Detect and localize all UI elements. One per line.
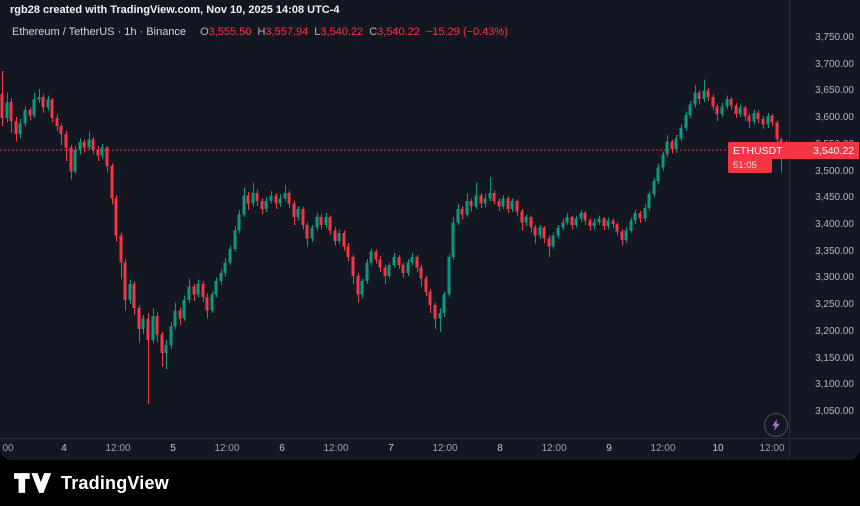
time-tick: 7 bbox=[388, 443, 394, 454]
bar-countdown-label: 51:05 bbox=[728, 159, 772, 174]
time-tick: 12:00 bbox=[650, 443, 676, 454]
price-tick: 3,050.00 bbox=[815, 406, 854, 417]
high-value: 3,557.94 bbox=[265, 26, 309, 38]
low-label: L bbox=[314, 26, 321, 38]
time-tick: 12:00 bbox=[759, 443, 785, 454]
symbol-title[interactable]: Ethereum / TetherUS · 1h · Binance bbox=[12, 26, 187, 38]
price-tick: 3,600.00 bbox=[815, 112, 854, 124]
price-label-value: 3,540.22 bbox=[813, 144, 854, 157]
last-price-label: ETHUSDT 3,540.22 bbox=[728, 142, 859, 160]
price-tick: 3,650.00 bbox=[815, 85, 854, 97]
price-scale[interactable]: 3,750.003,700.003,650.003,600.003,550.00… bbox=[792, 0, 860, 438]
time-scale[interactable]: 00 4 12:00 5 12:00 6 12:00 7 12:00 8 12:00 9 12:00 10… bbox=[0, 438, 792, 460]
time-tick: 12:00 bbox=[323, 443, 349, 454]
price-tick: 3,750.00 bbox=[815, 32, 854, 43]
chart-panel[interactable]: rgb28 created with TradingView.com, Nov … bbox=[0, 0, 860, 460]
time-tick: 6 bbox=[279, 443, 285, 454]
high-label: H bbox=[257, 26, 266, 38]
price-tick: 3,350.00 bbox=[815, 245, 854, 257]
chart-legend: Ethereum / TetherUS · 1h · Binance O3,555… bbox=[12, 26, 508, 38]
candlestick-plot[interactable] bbox=[0, 0, 860, 460]
time-tick: 8 bbox=[497, 443, 503, 454]
price-tick: 3,150.00 bbox=[815, 352, 854, 364]
time-tick: 4 bbox=[61, 443, 67, 454]
price-tick: 3,250.00 bbox=[815, 299, 854, 311]
price-tick: 3,450.00 bbox=[815, 192, 854, 204]
time-tick: 10 bbox=[712, 443, 724, 454]
close-label: C bbox=[369, 26, 378, 38]
footer-bar: TradingView bbox=[0, 460, 860, 506]
price-label-symbol: ETHUSDT bbox=[733, 144, 783, 157]
price-tick: 3,300.00 bbox=[815, 272, 854, 284]
time-tick: 00 bbox=[2, 443, 14, 454]
price-tick: 3,100.00 bbox=[815, 379, 854, 391]
time-tick: 12:00 bbox=[105, 443, 131, 454]
snapshot-attribution: rgb28 created with TradingView.com, Nov … bbox=[10, 4, 340, 16]
tradingview-brand-text[interactable]: TradingView bbox=[61, 472, 169, 493]
price-tick: 3,400.00 bbox=[815, 219, 854, 230]
time-tick: 12:00 bbox=[214, 443, 240, 454]
price-tick: 3,500.00 bbox=[815, 165, 854, 177]
candles bbox=[0, 71, 788, 404]
change-value: −15.29 (−0.43%) bbox=[425, 26, 508, 38]
lightning-icon bbox=[772, 419, 780, 431]
price-tick: 3,700.00 bbox=[815, 58, 854, 70]
open-value: 3,555.50 bbox=[208, 26, 252, 38]
time-tick: 5 bbox=[170, 443, 176, 454]
time-tick: 9 bbox=[606, 443, 612, 454]
tradingview-logo-icon[interactable] bbox=[14, 472, 52, 494]
time-tick: 12:00 bbox=[541, 443, 567, 454]
low-value: 3,540.22 bbox=[320, 26, 364, 38]
time-tick: 12:00 bbox=[432, 443, 458, 454]
close-value: 3,540.22 bbox=[377, 26, 420, 38]
boost-button[interactable] bbox=[764, 413, 788, 437]
open-label: O bbox=[200, 26, 209, 38]
price-tick: 3,200.00 bbox=[815, 325, 854, 337]
